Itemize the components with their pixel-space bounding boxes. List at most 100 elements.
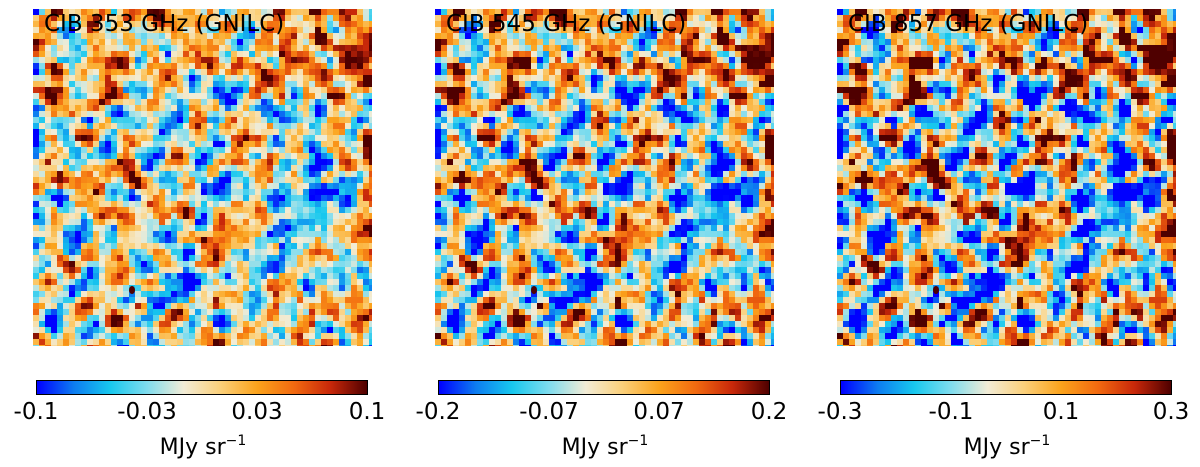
- heatmap-cell: [33, 321, 39, 327]
- heatmap-cell: [201, 27, 207, 33]
- heatmap-cell: [273, 63, 279, 69]
- heatmap-cell: [159, 165, 165, 171]
- heatmap-cell: [99, 327, 105, 333]
- heatmap-cell: [303, 81, 309, 87]
- heatmap-cell: [627, 183, 633, 189]
- heatmap-cell: [591, 111, 597, 117]
- heatmap-cell: [165, 345, 171, 346]
- colorbar-unit-label: MJy sr−1: [160, 427, 247, 462]
- heatmap-cell: [555, 129, 561, 135]
- heatmap-cell: [129, 141, 135, 147]
- heatmap-cell: [285, 57, 291, 63]
- heatmap-cell: [255, 255, 261, 261]
- heatmap-cell: [183, 129, 189, 135]
- heatmap-cell: [501, 51, 507, 57]
- heatmap-cell: [141, 273, 147, 279]
- heatmap-cell: [651, 81, 657, 87]
- heatmap-cell: [513, 123, 519, 129]
- heatmap-cell: [267, 135, 273, 141]
- heatmap-cell: [585, 129, 591, 135]
- heatmap-cell: [183, 195, 189, 201]
- heatmap-cell: [585, 93, 591, 99]
- heatmap-cell: [87, 9, 93, 15]
- heatmap-cell: [81, 153, 87, 159]
- heatmap-cell: [351, 27, 357, 33]
- heatmap-cell: [627, 9, 633, 15]
- heatmap-cell: [741, 141, 747, 147]
- heatmap-cell: [639, 147, 645, 153]
- heatmap-cell: [213, 345, 219, 346]
- heatmap-cell: [51, 339, 57, 345]
- heatmap-cell: [261, 51, 267, 57]
- heatmap-cell: [477, 63, 483, 69]
- heatmap-cell: [249, 15, 255, 21]
- heatmap-cell: [597, 165, 603, 171]
- heatmap-cell: [639, 177, 645, 183]
- heatmap-cell: [219, 201, 225, 207]
- heatmap-cell: [81, 189, 87, 195]
- heatmap-cell: [111, 135, 117, 141]
- heatmap-cell: [615, 51, 621, 57]
- heatmap-cell: [447, 135, 453, 141]
- heatmap-cell: [345, 51, 351, 57]
- heatmap-cell: [525, 33, 531, 39]
- heatmap-cell: [123, 123, 129, 129]
- heatmap-cell: [327, 309, 333, 315]
- heatmap-cell: [603, 129, 609, 135]
- heatmap-cell: [591, 117, 597, 123]
- heatmap-cell: [153, 327, 159, 333]
- heatmap-cell: [69, 237, 75, 243]
- heatmap-cell: [291, 93, 297, 99]
- heatmap-cell: [315, 309, 321, 315]
- heatmap-cell: [45, 261, 51, 267]
- heatmap-cell: [249, 81, 255, 87]
- heatmap-cell: [147, 63, 153, 69]
- heatmap-cell: [315, 243, 321, 249]
- heatmap-cell: [267, 303, 273, 309]
- heatmap-cell: [261, 297, 267, 303]
- heatmap-cell: [231, 27, 237, 33]
- heatmap-cell: [291, 291, 297, 297]
- heatmap-cell: [765, 135, 771, 141]
- heatmap-cell: [45, 81, 51, 87]
- heatmap-cell: [609, 45, 615, 51]
- heatmap-cell: [69, 57, 75, 63]
- heatmap-cell: [639, 99, 645, 105]
- heatmap-cell: [171, 201, 177, 207]
- heatmap-cell: [693, 27, 699, 33]
- heatmap-cell: [693, 159, 699, 165]
- heatmap-cell: [303, 165, 309, 171]
- heatmap-cell: [513, 99, 519, 105]
- heatmap-cell: [447, 93, 453, 99]
- heatmap-cell: [675, 87, 681, 93]
- heatmap-cell: [495, 147, 501, 153]
- heatmap-cell: [171, 243, 177, 249]
- heatmap-cell: [435, 111, 441, 117]
- heatmap-cell: [153, 15, 159, 21]
- heatmap-cell: [471, 33, 477, 39]
- heatmap-cell: [243, 27, 249, 33]
- heatmap-cell: [507, 129, 513, 135]
- heatmap-cell: [135, 51, 141, 57]
- heatmap-cell: [51, 51, 57, 57]
- heatmap-cell: [93, 15, 99, 21]
- heatmap-cell: [693, 123, 699, 129]
- heatmap-cell: [249, 117, 255, 123]
- heatmap-cell: [699, 39, 705, 45]
- heatmap-cell: [759, 171, 765, 177]
- heatmap-cell: [201, 111, 207, 117]
- heatmap-cell: [489, 177, 495, 183]
- heatmap-cell: [369, 285, 372, 291]
- heatmap-cell: [297, 63, 303, 69]
- heatmap-cell: [561, 141, 567, 147]
- heatmap-cell: [57, 195, 63, 201]
- heatmap-cell: [111, 207, 117, 213]
- heatmap-cell: [495, 9, 501, 15]
- heatmap-cell: [279, 327, 285, 333]
- heatmap-cell: [87, 105, 93, 111]
- heatmap-cell: [327, 261, 333, 267]
- heatmap-cell: [267, 153, 273, 159]
- heatmap-cell: [645, 93, 651, 99]
- heatmap-cell: [501, 33, 507, 39]
- heatmap-cell: [135, 147, 141, 153]
